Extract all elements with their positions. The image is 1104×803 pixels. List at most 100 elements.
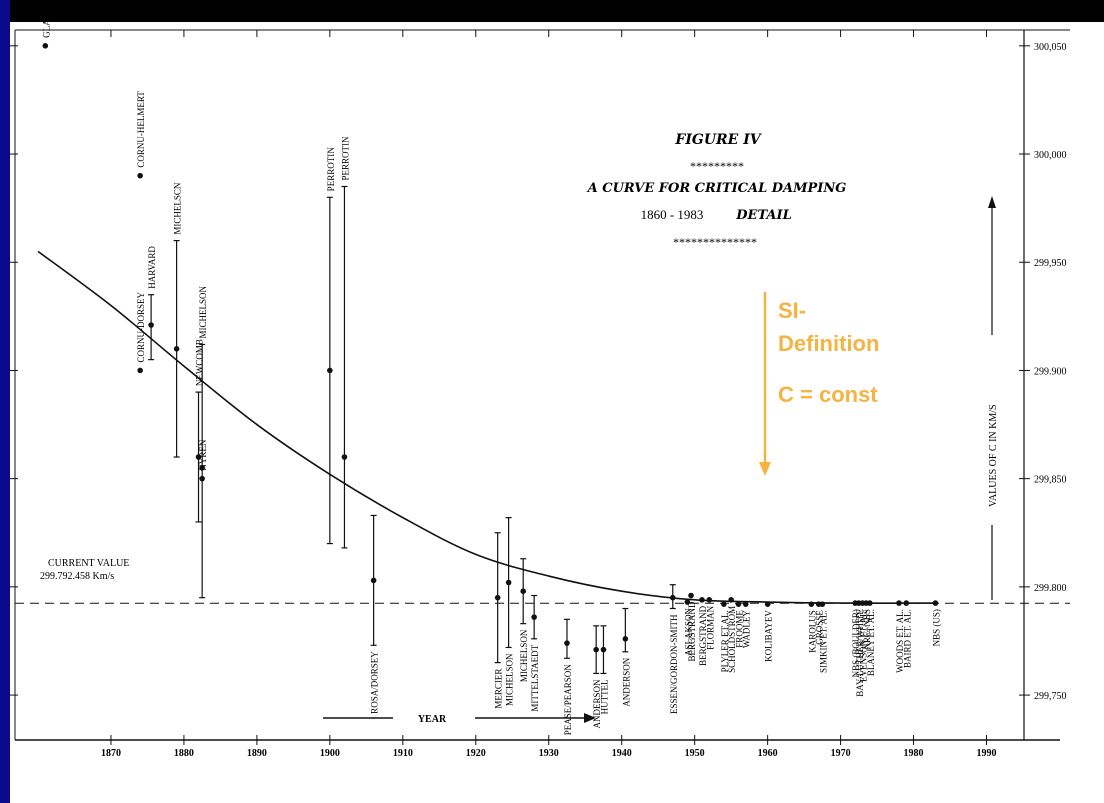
measurement-label-23: FLORMAN	[705, 605, 715, 650]
measurement-point-6	[199, 465, 205, 471]
ylabel-arrow-head	[988, 196, 996, 208]
measurement-label-30: GROSSE	[815, 610, 825, 645]
measurement-label-9: PERROTIN	[340, 136, 350, 181]
measurement-point-7	[199, 475, 205, 482]
measurement-label-19: ESSEN/GORDON-SMITH	[669, 614, 679, 714]
chart-title-stars: *********	[690, 159, 744, 173]
measurement-point-18	[622, 636, 629, 642]
measurement-label-37: WOODS ET. AL.	[895, 609, 905, 673]
y-tick-label-300050: 300,050	[1034, 42, 1067, 53]
measurement-label-2: HARVARD	[147, 246, 157, 289]
measurement-label-17: HUTTEL	[599, 679, 609, 714]
chart-subtitle: A CURVE FOR CRITICAL DAMPING	[586, 181, 847, 196]
measurement-point-8	[327, 367, 333, 374]
measurement-point-19	[669, 594, 676, 601]
measurement-label-21: BERGSTRAND	[687, 601, 697, 662]
y-tick-label-299900: 299.900	[1034, 366, 1067, 377]
x-tick-label-1900: 1900	[320, 748, 340, 759]
measurement-label-34: NRC, NBS	[862, 609, 872, 650]
measurement-label-24: PLYLER ET.AL.	[720, 610, 730, 672]
si-definition-line-1: SI-	[778, 298, 806, 323]
measurement-label-39: NBS (US)	[931, 609, 941, 646]
measurement-point-12	[505, 579, 512, 586]
x-tick-label-1960: 1960	[758, 748, 778, 759]
x-tick-label-1880: 1880	[174, 748, 194, 759]
measurement-point-27	[742, 601, 749, 607]
measurement-label-5: NEWCOMB	[195, 339, 205, 386]
y-tick-label-299850: 299,850	[1034, 475, 1067, 486]
measurement-point-16	[593, 646, 599, 653]
x-tick-label-1990: 1990	[977, 748, 997, 759]
chart-subtitle-range: 1860 - 1983	[641, 207, 704, 222]
y-tick-label-299750: 299,750	[1034, 691, 1067, 702]
measurement-label-38: BAIRD ET. AL.	[902, 609, 912, 668]
measurement-point-1	[137, 172, 143, 179]
measurement-labels-layer: GLASENAPP CORNU-HELMERT HARVARDCORNU-DORSE…	[41, 0, 941, 735]
x-tick-label-1870: 1870	[101, 748, 121, 759]
measurement-label-0: GLASENAPP	[41, 0, 51, 38]
y-axis-label: VALUES OF C IN KM/S	[988, 404, 999, 507]
y-tick-label-299800: 299.800	[1034, 583, 1067, 594]
x-tick-label-1890: 1890	[247, 748, 267, 759]
measurement-point-13	[520, 588, 527, 594]
x-tick-label-1910: 1910	[393, 748, 413, 759]
measurement-point-37	[896, 600, 902, 606]
measurement-label-33: EVENSON ET. AL.	[858, 609, 868, 682]
measurement-point-10	[370, 577, 377, 584]
measurement-point-38	[903, 600, 910, 606]
x-tick-label-1950: 1950	[685, 748, 705, 759]
measurement-label-29: KAROLUS	[807, 610, 817, 653]
measurement-point-3	[137, 367, 143, 374]
measurement-label-26: FROOME	[734, 610, 744, 648]
x-axis-label: YEAR	[418, 714, 447, 725]
measurement-point-23	[706, 597, 713, 603]
measurement-label-11: MERCIER	[494, 669, 504, 709]
slide-left-border	[0, 0, 10, 803]
chart-axes	[14, 29, 1070, 741]
chart-ticks: 1870 1880 1890 1900 1910 1920 1930 1940 1950 1960…	[10, 30, 1067, 759]
measurement-point-31	[819, 601, 826, 607]
measurement-label-10: ROSA/DORSEY	[370, 651, 380, 714]
y-tick-label-300000: 300,000	[1034, 150, 1067, 161]
measurement-label-4: MICHELSCN	[173, 182, 183, 235]
y-tick-label-299950: 299,950	[1034, 258, 1067, 269]
measurement-label-27: WADLEY	[742, 610, 752, 648]
chart-subtitle-stars: **************	[673, 235, 757, 249]
measurement-point-22	[699, 597, 705, 603]
x-tick-label-1930: 1930	[539, 748, 559, 759]
measurement-point-14	[531, 614, 537, 620]
si-definition-line-3: C = const	[778, 382, 878, 407]
measurement-point-25	[728, 597, 734, 603]
measurement-label-8: PERROTIN	[326, 147, 336, 192]
measurement-point-0	[42, 43, 49, 49]
measurement-label-13: MICHELSON	[519, 629, 529, 682]
measurement-point-2	[148, 322, 154, 328]
measurement-label-20: ASLAKSON	[683, 608, 693, 657]
measurement-point-20	[684, 599, 691, 605]
measurement-point-35	[856, 600, 862, 606]
measurement-label-12: MICHELSON	[505, 653, 515, 706]
measurement-label-16: ANDERSON	[592, 679, 602, 729]
measurement-label-22: BERGSTRAND	[698, 605, 708, 666]
measurement-points-layer	[42, 43, 939, 675]
measurement-point-5	[195, 454, 202, 460]
x-tick-label-1940: 1940	[612, 748, 632, 759]
measurement-label-6: MICHELSON	[198, 285, 208, 338]
measurement-point-28	[764, 601, 771, 607]
measurement-point-11	[494, 594, 501, 601]
measurement-label-3: CORNU-DORSEY	[136, 291, 146, 362]
measurement-label-31: SIMKIN ET. AL.	[818, 610, 828, 673]
measurement-label-28: KOLIBAYEV	[764, 610, 774, 662]
measurement-label-36: BLANEY ET. AL.	[866, 609, 876, 676]
current-value-text: 299.792.458 Km/s	[40, 571, 114, 582]
measurement-point-4	[173, 346, 180, 352]
chart-title: FIGURE IV	[674, 132, 762, 148]
measurement-point-26	[735, 601, 742, 607]
measurement-label-7: NYREN	[198, 439, 208, 470]
measurement-label-18: ANDERSON	[621, 657, 631, 707]
measurement-point-24	[721, 601, 727, 607]
current-value-label: CURRENT VALUE	[48, 558, 129, 569]
measurement-point-29	[808, 601, 815, 607]
measurement-label-32: NBS (BOULDER)	[851, 609, 861, 677]
